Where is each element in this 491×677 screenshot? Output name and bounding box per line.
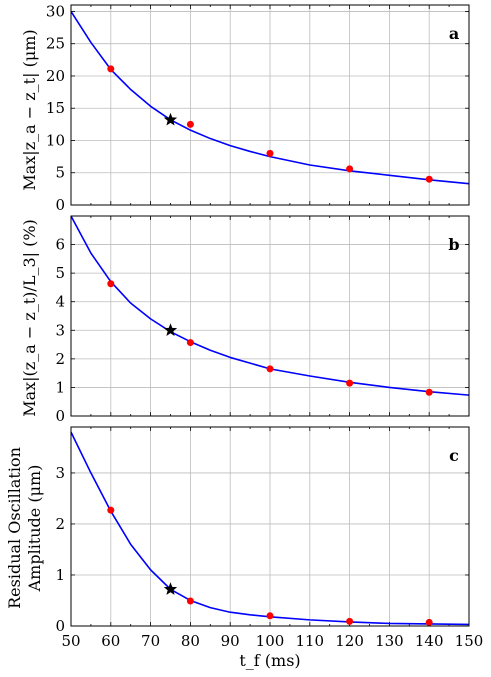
x-tick-label: 150 [455,632,484,650]
y-tick-label: 0 [55,196,65,214]
y-tick-label: 3 [55,464,65,482]
y-tick-label: 4 [55,293,65,311]
x-tick-label: 110 [295,632,324,650]
x-tick-label: 140 [415,632,444,650]
panel-b: 0 1 2 3 4 5 6 b [55,215,470,425]
y-tick-label: 10 [46,131,65,149]
data-point [186,339,194,347]
ylabel-a: Max|z_a − z_t| (μm) [20,29,39,190]
y-tick-label: 6 [55,236,65,254]
plot-frame [70,426,470,627]
data-point [266,149,274,157]
y-tick-label: 3 [55,321,65,339]
star-marker [163,323,178,336]
data-point [266,365,274,373]
data-point [107,65,115,73]
panel-letter: b [448,235,459,254]
y-tick-label: 25 [46,35,65,53]
y-tick-label: 2 [55,515,65,533]
data-point [425,388,433,396]
panel-c: 0 1 2 3 50 60 70 80 90 100 110 120 130 140 150 c [55,426,484,650]
fit-curve-line [70,215,470,396]
x-tick-label: 100 [256,632,285,650]
data-point [346,617,354,625]
plot-frame [70,215,470,417]
y-tick-label: 1 [55,378,65,396]
data-point [186,120,194,128]
y-tick-label: 20 [46,67,65,85]
data-point [346,379,354,387]
y-tick-label: 15 [46,99,65,117]
data-point [107,506,115,514]
data-point [425,618,433,626]
fit-curve-line [70,431,470,626]
y-tick-label: 2 [55,350,65,368]
y-tick-label: 1 [55,566,65,584]
y-tick-label: 0 [55,617,65,635]
panel-a: 0 5 10 15 20 25 30 a [46,2,470,214]
data-point [186,597,194,605]
x-tick-label: 60 [101,632,120,650]
y-tick-label: 5 [55,264,65,282]
xlabel: t_f (ms) [239,651,300,670]
ylabel-c-line1: Residual Oscillation [5,447,24,609]
x-tick-label: 50 [61,632,80,650]
panel-letter: c [449,446,459,465]
y-tick-label: 30 [46,2,65,20]
x-tick-label: 130 [375,632,404,650]
data-point [346,165,354,173]
plot-frame [70,4,470,206]
x-tick-label: 70 [141,632,160,650]
data-point [266,612,274,620]
star-marker [163,112,178,126]
x-tick-label: 80 [181,632,200,650]
y-tick-label: 0 [55,407,65,425]
data-point [425,175,433,183]
data-point [107,280,115,288]
y-tick-label: 5 [55,164,65,182]
x-tick-label: 120 [335,632,364,650]
panel-letter: a [449,24,459,43]
star-marker [163,582,178,595]
x-tick-label: 90 [221,632,240,650]
ylabel-b: Max|(z_a − z_t)/L_3| (%) [20,219,39,417]
ylabel-c-line2: Amplitude (μm) [25,465,44,593]
fit-curve-line [70,11,470,185]
